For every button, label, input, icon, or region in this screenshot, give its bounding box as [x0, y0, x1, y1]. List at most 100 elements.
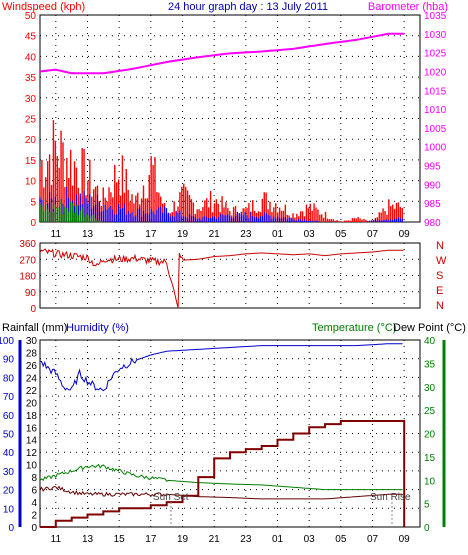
temperature-humidity-panel: Rainfall (mm) Humidity (%) Temperature (…	[0, 322, 466, 545]
temp-x-tick-03: 03	[304, 534, 316, 545]
compass-label: S	[436, 270, 443, 282]
wind-x-tick-03: 03	[304, 229, 316, 240]
windspeed-axis-title: Windspeed (kph)	[2, 1, 85, 13]
dewpoint-line	[39, 485, 403, 500]
temp-x-tick-23: 23	[240, 534, 252, 545]
humidity-tick-10: 10	[3, 504, 15, 515]
barometer-tick-1000: 1000	[424, 143, 447, 154]
chart-title: 24 hour graph day : 13 July 2011	[168, 1, 328, 13]
temp-x-tick-07: 07	[367, 534, 379, 545]
rainfall-tick-0: 0	[31, 523, 37, 534]
barometer-axis-title: Barometer (hba)	[368, 1, 448, 13]
barometer-ticks: 980 985 990 995 1000 1005 1010 1015 1020 1025 1030…	[424, 11, 447, 229]
temperature-tick-20: 20	[424, 430, 436, 441]
rainfall-tick-14: 14	[26, 436, 38, 447]
barometer-tick-980: 980	[424, 218, 441, 229]
direction-tick-180: 180	[19, 272, 36, 283]
compass-label: N	[436, 240, 444, 252]
wind-x-tick-21: 21	[209, 229, 221, 240]
temp-x-tick-17: 17	[145, 534, 157, 545]
wind-x-tick-11: 11	[51, 229, 62, 240]
windspeed-tick-50: 50	[25, 11, 37, 22]
rainfall-tick-18: 18	[26, 411, 38, 422]
wind-bars	[39, 120, 403, 222]
windspeed-tick-5: 5	[30, 197, 36, 208]
temperature-tick-5: 5	[424, 500, 430, 511]
temp-x-tick-05: 05	[335, 534, 347, 545]
direction-line	[39, 248, 404, 309]
rainfall-tick-12: 12	[26, 448, 38, 459]
temperature-ticks: 0 5 10 15 20 25 30 35 40	[424, 336, 446, 534]
temperature-axis-title: Temperature (°C)	[312, 322, 396, 334]
compass-label: N	[436, 300, 444, 312]
rainfall-tick-2: 2	[31, 511, 37, 522]
wind-x-tick-01: 01	[272, 229, 284, 240]
rainfall-tick-20: 20	[26, 398, 38, 409]
barometer-tick-1015: 1015	[424, 86, 447, 97]
barometer-tick-1010: 1010	[424, 105, 447, 116]
wind-x-tick-05: 05	[335, 229, 347, 240]
temp-x-tick-21: 21	[209, 534, 221, 545]
barometer-tick-1025: 1025	[424, 49, 447, 60]
humidity-axis-title: Humidity (%)	[66, 322, 129, 334]
humidity-tick-70: 70	[3, 392, 15, 403]
temp-x-tick-13: 13	[82, 534, 94, 545]
rainfall-tick-28: 28	[26, 348, 38, 359]
direction-grid	[40, 243, 420, 308]
temp-grid	[40, 340, 420, 527]
humidity-tick-40: 40	[3, 448, 15, 459]
humidity-tick-60: 60	[3, 411, 15, 422]
temp-x-tick-19: 19	[177, 534, 189, 545]
sun-rise-label: Sun Rise	[370, 492, 411, 503]
windspeed-tick-40: 40	[25, 52, 37, 63]
temp-x-tick-15: 15	[114, 534, 126, 545]
temperature-tick-0: 0	[424, 523, 430, 534]
dewpoint-axis-title: Dew Point (°C)	[393, 322, 466, 334]
compass-label: W	[436, 255, 447, 267]
barometer-line	[39, 32, 405, 75]
direction-tick-0: 0	[30, 304, 36, 315]
barometer-tick-985: 985	[424, 199, 441, 210]
wind-x-tick-17: 17	[145, 229, 157, 240]
temperature-tick-30: 30	[424, 383, 436, 394]
humidity-line	[39, 343, 403, 392]
wind-x-tick-19: 19	[177, 229, 189, 240]
rainfall-line	[40, 420, 406, 528]
windspeed-tick-10: 10	[25, 177, 37, 188]
humidity-tick-80: 80	[3, 373, 15, 384]
humidity-tick-100: 100	[0, 336, 14, 347]
barometer-tick-990: 990	[424, 180, 441, 191]
humidity-tick-30: 30	[3, 467, 15, 478]
direction-ticks: 0 90 180 270 360	[19, 239, 36, 315]
temp-x-tick-09: 09	[399, 534, 411, 545]
wind-x-tick-07: 07	[367, 229, 379, 240]
rainfall-tick-22: 22	[26, 386, 38, 397]
temp-x-ticks: 11 13 15 17 19 21 23 01 03 05 07 09	[51, 534, 411, 545]
windspeed-tick-30: 30	[25, 94, 37, 105]
compass-label: E	[436, 285, 443, 297]
rainfall-axis-title: Rainfall (mm)	[2, 322, 67, 334]
windspeed-tick-25: 25	[25, 115, 37, 126]
wind-x-ticks: 11 13 15 17 19 21 23 01 03 05 07 09	[51, 229, 411, 240]
windspeed-ticks: 0 5 10 15 20 25 30 35 40 45 50	[25, 11, 37, 229]
humidity-tick-20: 20	[3, 486, 15, 497]
barometer-tick-1035: 1035	[424, 11, 447, 22]
wind-barometer-panel: Windspeed (kph) 24 hour graph day : 13 J…	[2, 1, 448, 240]
temperature-tick-25: 25	[424, 406, 436, 417]
windspeed-tick-0: 0	[30, 218, 36, 229]
windspeed-tick-45: 45	[25, 32, 37, 43]
direction-tick-270: 270	[19, 255, 36, 266]
barometer-tick-1005: 1005	[424, 124, 447, 135]
temperature-tick-15: 15	[424, 453, 436, 464]
barometer-tick-1030: 1030	[424, 30, 447, 41]
rainfall-tick-26: 26	[26, 361, 38, 372]
wind-x-tick-15: 15	[114, 229, 126, 240]
rainfall-tick-10: 10	[26, 461, 38, 472]
temperature-tick-10: 10	[424, 476, 436, 487]
rainfall-tick-30: 30	[26, 336, 38, 347]
humidity-tick-90: 90	[3, 355, 15, 366]
temperature-line	[39, 463, 403, 491]
wind-x-tick-23: 23	[240, 229, 252, 240]
